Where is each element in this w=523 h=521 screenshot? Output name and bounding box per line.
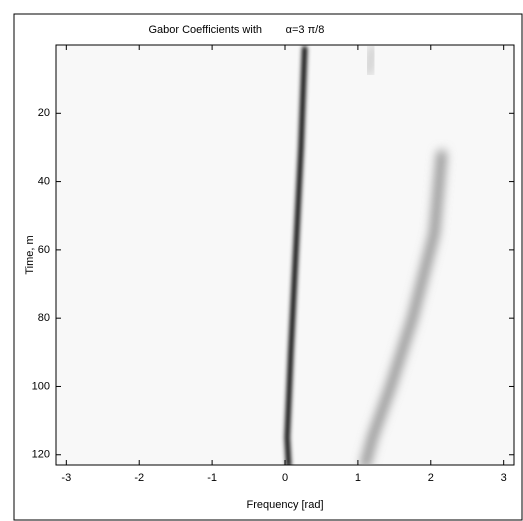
plot-area	[55, 44, 515, 466]
y-tick-label: 60	[38, 244, 50, 256]
y-tick-label: 120	[32, 449, 50, 461]
ridge	[364, 45, 377, 77]
chart-title: Gabor Coefficients with	[148, 24, 262, 36]
y-tick-label: 20	[38, 107, 50, 119]
x-tick-label: 3	[501, 472, 507, 484]
x-tick-label: -3	[61, 472, 71, 484]
ridge	[284, 45, 308, 465]
figure-frame	[13, 13, 523, 521]
x-tick-label: 2	[428, 472, 434, 484]
y-tick-label: 80	[38, 312, 50, 324]
x-tick-label: 0	[282, 472, 288, 484]
x-tick-label: -1	[207, 472, 217, 484]
y-tick-label: 100	[32, 380, 50, 392]
x-tick-label: 1	[355, 472, 361, 484]
y-tick-label: 40	[38, 175, 50, 187]
chart-title-param: α=3 π/8	[286, 24, 325, 36]
x-tick-label: -2	[134, 472, 144, 484]
x-axis-label: Frequency [rad]	[246, 499, 323, 511]
y-axis-label: Time, m	[24, 235, 36, 274]
ridge	[360, 149, 447, 465]
